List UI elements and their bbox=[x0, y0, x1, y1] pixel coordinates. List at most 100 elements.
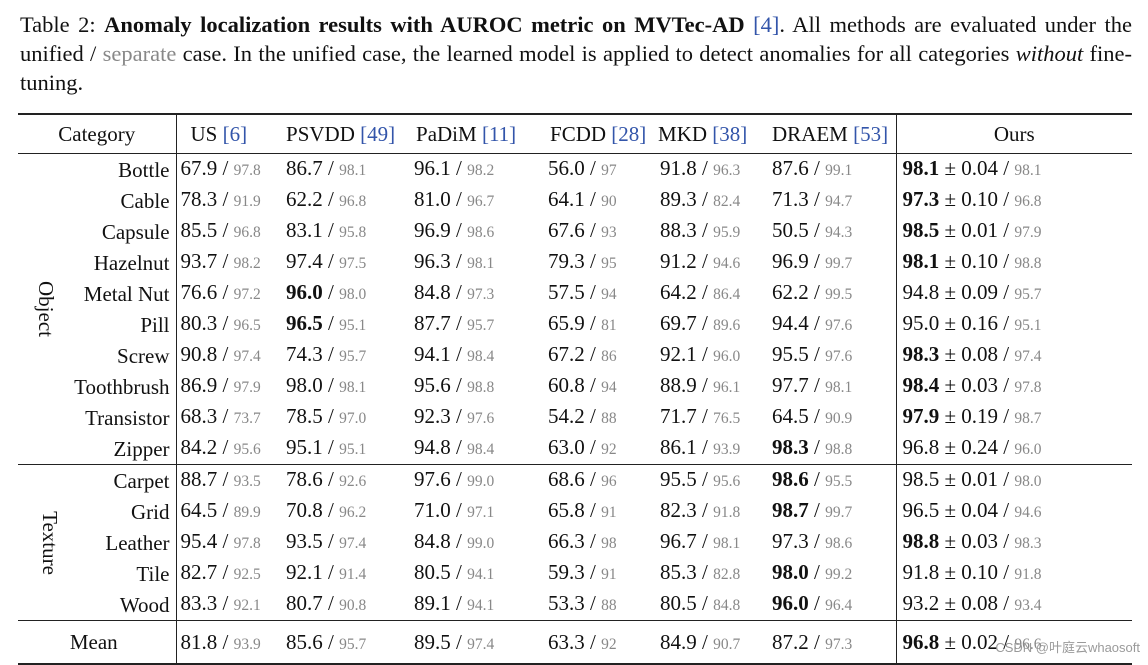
separate-value: 97.2 bbox=[233, 286, 261, 303]
slash: / bbox=[456, 404, 462, 428]
unified-value: 80.5 bbox=[414, 560, 451, 584]
value-cell: 94.1 / 98.4 bbox=[410, 340, 544, 371]
slash: / bbox=[590, 404, 596, 428]
citation-link[interactable]: [38] bbox=[712, 121, 748, 146]
separate-value: 99.5 bbox=[825, 286, 853, 303]
unified-value: 90.8 bbox=[180, 342, 218, 366]
unified-value: 64.2 bbox=[660, 280, 697, 304]
value-cell: 50.5 / 94.3 bbox=[768, 216, 897, 247]
unified-value: 98.3 bbox=[772, 435, 809, 459]
value-cell: 80.3 / 96.5 bbox=[175, 309, 283, 340]
ours-separate-value: 98.3 bbox=[1014, 535, 1042, 552]
unified-value: 84.8 bbox=[414, 280, 451, 304]
value-cell: 78.6 / 92.6 bbox=[282, 465, 410, 497]
slash: / bbox=[1003, 249, 1010, 273]
value-cell: 78.3 / 91.9 bbox=[175, 185, 283, 216]
caption-label: Table 2: bbox=[20, 12, 96, 37]
unified-value: 97.6 bbox=[414, 467, 451, 491]
ours-std: 0.04 bbox=[961, 498, 999, 522]
unified-value: 94.8 bbox=[414, 435, 451, 459]
value-cell: 89.3 / 82.4 bbox=[656, 185, 768, 216]
value-cell: 63.0 / 92 bbox=[544, 433, 656, 465]
unified-value: 74.3 bbox=[286, 342, 323, 366]
citation-link[interactable]: [28] bbox=[611, 121, 647, 146]
separate-value: 94.6 bbox=[713, 255, 741, 272]
ours-std: 0.03 bbox=[961, 373, 999, 397]
separate-value: 86.4 bbox=[713, 286, 741, 303]
slash: / bbox=[814, 529, 820, 553]
value-cell: 98.7 / 99.7 bbox=[768, 496, 897, 527]
slash: / bbox=[702, 311, 708, 335]
value-cell: 86.7 / 98.1 bbox=[282, 154, 410, 186]
separate-value: 91.8 bbox=[713, 504, 741, 521]
category-name: Hazelnut bbox=[93, 250, 170, 275]
category-name: Grid bbox=[131, 499, 170, 524]
slash: / bbox=[222, 156, 229, 180]
separate-value: 91.9 bbox=[233, 193, 261, 210]
value-cell: 96.5 / 95.1 bbox=[282, 309, 410, 340]
separate-value: 98.4 bbox=[467, 348, 495, 365]
separate-value: 94 bbox=[601, 286, 617, 303]
unified-value: 97.4 bbox=[286, 249, 323, 273]
ours-std: 0.08 bbox=[961, 591, 999, 615]
ours-cell: 98.8 ± 0.03 / 98.3 bbox=[896, 527, 1132, 558]
separate-value: 93.9 bbox=[233, 635, 261, 653]
slash: / bbox=[328, 156, 334, 180]
citation-link[interactable]: [53] bbox=[853, 121, 889, 146]
ours-std: 0.02 bbox=[961, 629, 999, 654]
separate-value: 95.6 bbox=[233, 441, 261, 458]
slash: / bbox=[456, 467, 462, 491]
separate-value: 95.9 bbox=[713, 224, 741, 241]
table-row: Texture Carpet 88.7 / 93.5 78.6 / 92.6 97.6 … bbox=[18, 464, 1133, 574]
category-name: Capsule bbox=[101, 219, 170, 244]
ours-unified-value: 96.8 bbox=[902, 435, 940, 459]
separate-value: 88 bbox=[601, 597, 617, 614]
separate-value: 91 bbox=[601, 566, 617, 583]
ours-separate-value: 96.8 bbox=[1014, 193, 1042, 210]
slash: / bbox=[328, 218, 334, 242]
citation-link[interactable]: [11] bbox=[481, 121, 517, 146]
unified-value: 93.7 bbox=[180, 249, 218, 273]
ours-unified-value: 98.4 bbox=[902, 373, 940, 397]
slash: / bbox=[328, 373, 334, 397]
separate-value: 97.5 bbox=[339, 255, 367, 272]
value-cell: 65.8 / 91 bbox=[544, 496, 656, 527]
separate-value: 94.3 bbox=[825, 224, 853, 241]
slash: / bbox=[222, 591, 229, 615]
slash: / bbox=[222, 218, 229, 242]
citation-link[interactable]: [6] bbox=[222, 121, 248, 146]
pm-symbol: ± bbox=[944, 342, 957, 366]
ours-cell: 98.1 ± 0.10 / 98.8 bbox=[896, 247, 1132, 278]
slash: / bbox=[590, 591, 596, 615]
pm-symbol: ± bbox=[944, 629, 957, 654]
category-name: Bottle bbox=[118, 157, 170, 182]
unified-value: 84.2 bbox=[180, 435, 218, 459]
slash: / bbox=[814, 311, 820, 335]
pm-symbol: ± bbox=[944, 467, 957, 491]
ours-separate-value: 97.8 bbox=[1014, 379, 1042, 396]
slash: / bbox=[1003, 467, 1010, 491]
value-cell: 89.1 / 94.1 bbox=[410, 589, 544, 621]
value-cell: 78.5 / 97.0 bbox=[282, 402, 410, 433]
ours-unified-value: 93.2 bbox=[902, 591, 940, 615]
ours-unified-value: 96.5 bbox=[902, 498, 940, 522]
unified-value: 83.3 bbox=[180, 591, 218, 615]
slash: / bbox=[222, 404, 229, 428]
caption-text: case. In the unified case, the learned m… bbox=[182, 41, 1010, 66]
value-cell: 67.9 / 97.8 bbox=[175, 153, 283, 185]
slash: / bbox=[702, 156, 708, 180]
pm-symbol: ± bbox=[944, 156, 957, 180]
category-name: Wood bbox=[119, 592, 170, 617]
value-cell: 91.2 / 94.6 bbox=[656, 247, 768, 278]
slash: / bbox=[1003, 342, 1010, 366]
table-row: Hazelnut 93.7 / 98.2 97.4 / 97.5 96.3 / 98.… bbox=[18, 247, 1132, 278]
slash: / bbox=[456, 218, 462, 242]
separate-value: 97.0 bbox=[339, 410, 367, 427]
ours-separate-value: 97.9 bbox=[1014, 224, 1042, 241]
slash: / bbox=[456, 156, 462, 180]
slash: / bbox=[222, 249, 229, 273]
unified-value: 95.5 bbox=[660, 467, 697, 491]
citation-link[interactable]: [49] bbox=[360, 121, 396, 146]
value-cell: 62.2 / 96.8 bbox=[282, 185, 410, 216]
caption-citation[interactable]: [4] bbox=[753, 12, 780, 37]
